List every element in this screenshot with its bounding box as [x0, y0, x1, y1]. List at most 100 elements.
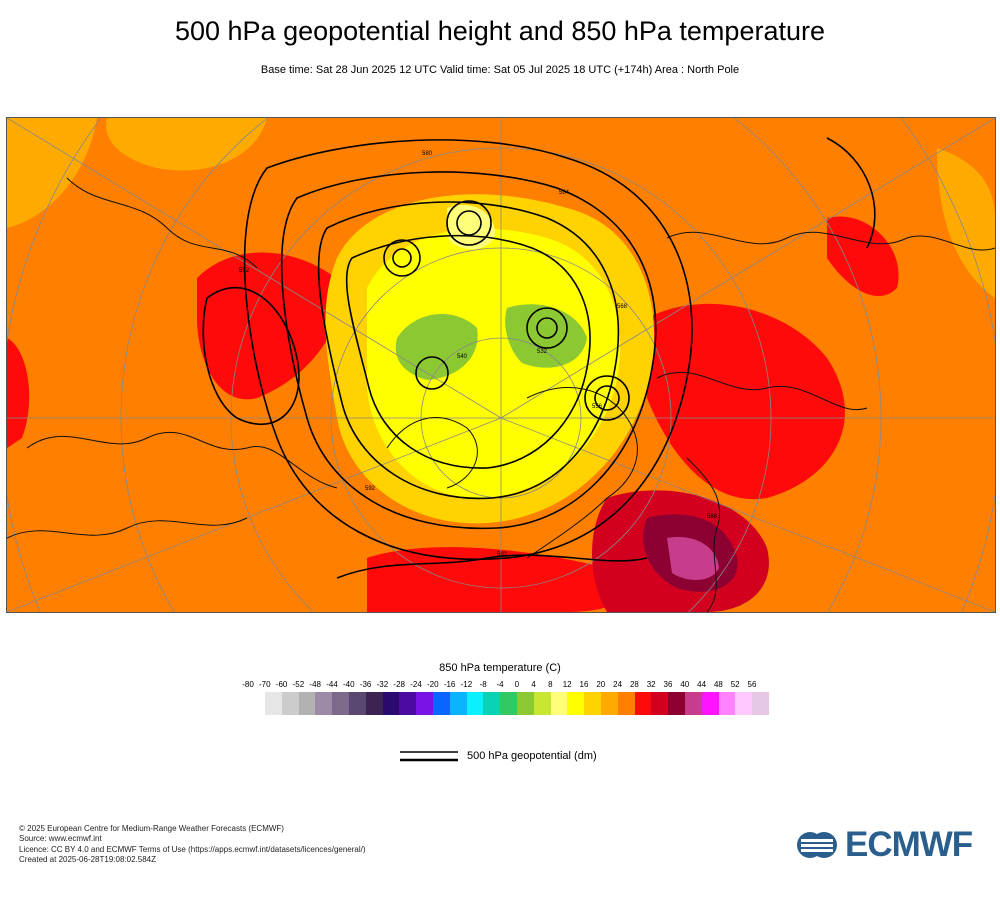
colorbar-swatch [466, 692, 484, 715]
colorbar-tick-label: -48 [309, 680, 321, 689]
coastlines [7, 177, 995, 612]
colorbar-swatch [550, 692, 568, 715]
map-canvas: 580 584 592 592 568 556 532 540 592 588 [7, 118, 995, 612]
contour-label: 592 [239, 268, 250, 274]
north-pole-map: 580 584 592 592 568 556 532 540 592 588 [6, 117, 996, 613]
colorbar-swatch [701, 692, 719, 715]
chart-title: 500 hPa geopotential height and 850 hPa … [174, 16, 825, 46]
colorbar-tick-label: -4 [496, 680, 504, 689]
colorbar-tick-label: -24 [410, 680, 422, 689]
ecmwf-logo-text: ECMWF [845, 825, 973, 864]
colorbar-swatch [668, 692, 685, 715]
colorbar-swatch [399, 692, 417, 715]
colorbar [265, 692, 769, 715]
colorbar-tick-label: 4 [531, 680, 536, 689]
colorbar-tick-label: -28 [393, 680, 405, 689]
colorbar-swatch [617, 692, 635, 715]
temp-field-warm [7, 338, 30, 448]
colorbar-tick-label: 0 [514, 680, 520, 689]
copyright-line: © 2025 European Centre for Medium-Range … [19, 824, 284, 833]
temp-field-mild [106, 118, 267, 171]
colorbar-swatch [500, 692, 517, 715]
temp-field-colder [395, 314, 478, 380]
colorbar-tick-label: 36 [663, 680, 673, 689]
colorbar-swatch [483, 692, 501, 715]
licence-line: Licence: CC BY 4.0 and ECMWF Terms of Us… [19, 844, 366, 854]
colorbar-swatch [332, 692, 349, 715]
colorbar-tick-label: 24 [613, 680, 623, 689]
colorbar-tick-label: 8 [548, 680, 553, 689]
temp-field-colder [505, 304, 587, 368]
geopotential-legend-line [400, 751, 458, 762]
colorbar-tick-label: -40 [343, 680, 355, 689]
colorbar-swatch [432, 692, 450, 715]
colorbar-swatch [684, 692, 702, 715]
contour-label: 540 [457, 354, 468, 360]
colorbar-swatch [382, 692, 400, 715]
temp-field-mild [937, 148, 995, 298]
contour-label: 592 [497, 552, 508, 558]
graticule [7, 118, 995, 612]
colorbar-title: 850 hPa temperature (C) [439, 662, 561, 674]
contour-label: 592 [365, 486, 376, 492]
temp-field-warm [647, 303, 845, 500]
contour-label: 588 [707, 514, 718, 520]
colorbar-swatch [265, 692, 282, 715]
colorbar-tick-label: 16 [579, 680, 589, 689]
colorbar-tick-label: -12 [460, 680, 473, 689]
colorbar-tick-label: -44 [326, 680, 338, 689]
colorbar-tick-label: -70 [259, 680, 271, 689]
contour-label: 584 [559, 190, 570, 196]
colorbar-swatch [718, 692, 736, 715]
colorbar-swatch [298, 692, 316, 715]
colorbar-tick-label: 40 [680, 680, 690, 689]
colorbar-swatch [735, 692, 753, 715]
colorbar-swatch [365, 692, 383, 715]
temp-field-warm [827, 216, 899, 297]
colorbar-tick-label: -36 [359, 680, 372, 689]
colorbar-swatch [281, 692, 299, 715]
ecmwf-logo: ECMWF [795, 825, 985, 864]
colorbar-swatch [516, 692, 534, 715]
temp-field-extreme [667, 537, 719, 580]
colorbar-tick-label: -32 [376, 680, 389, 689]
temp-field-mild [7, 118, 97, 228]
created-line: Created at 2025-06-28T19:08:02.584Z [19, 854, 156, 864]
contour-label: 580 [422, 151, 433, 157]
colorbar-tick-label: -8 [479, 680, 487, 689]
colorbar-tick-labels: -80 -70 -60 -52 -48 -44 -40 -36 -32 -28 -24 -20 -16-… [0, 680, 1000, 692]
colorbar-swatch [752, 692, 769, 715]
colorbar-swatch [315, 692, 333, 715]
geopotential-contours [202, 137, 876, 579]
colorbar-swatch [449, 692, 467, 715]
contour-label: 568 [617, 304, 628, 310]
colorbar-tick-label: -80 [242, 680, 254, 689]
ecmwf-logo-icon [797, 832, 837, 858]
colorbar-tick-label: 44 [697, 680, 707, 689]
colorbar-tick-label: -60 [275, 680, 288, 689]
colorbar-tick-label: 48 [713, 680, 723, 689]
colorbar-swatch [634, 692, 652, 715]
colorbar-swatch [348, 692, 366, 715]
colorbar-tick-label: 20 [596, 680, 606, 689]
source-line: Source: www.ecmwf.int [19, 834, 102, 844]
colorbar-tick-label: 56 [747, 680, 757, 689]
colorbar-swatch [533, 692, 551, 715]
temp-field-warm [197, 252, 347, 400]
geopotential-legend-label: 500 hPa geopotential (dm) [467, 750, 597, 762]
contour-labels: 580 584 592 592 568 556 532 540 592 588 [239, 151, 718, 558]
colorbar-tick-label: 12 [562, 680, 572, 689]
colorbar-tick-label: -52 [292, 680, 305, 689]
colorbar-tick-label: 32 [646, 680, 656, 689]
colorbar-tick-label: -16 [443, 680, 456, 689]
contour-label: 556 [592, 404, 603, 410]
footer: © 2025 European Centre for Medium-Range … [19, 824, 366, 865]
colorbar-tick-label: 52 [730, 680, 740, 689]
colorbar-swatch [600, 692, 618, 715]
colorbar-tick-label: 28 [629, 680, 639, 689]
colorbar-swatch [416, 692, 433, 715]
chart-subtitle: Base time: Sat 28 Jun 2025 12 UTC Valid … [260, 64, 740, 76]
colorbar-tick-label: -20 [427, 680, 439, 689]
contour-label: 532 [537, 349, 548, 355]
colorbar-swatch [567, 692, 585, 715]
